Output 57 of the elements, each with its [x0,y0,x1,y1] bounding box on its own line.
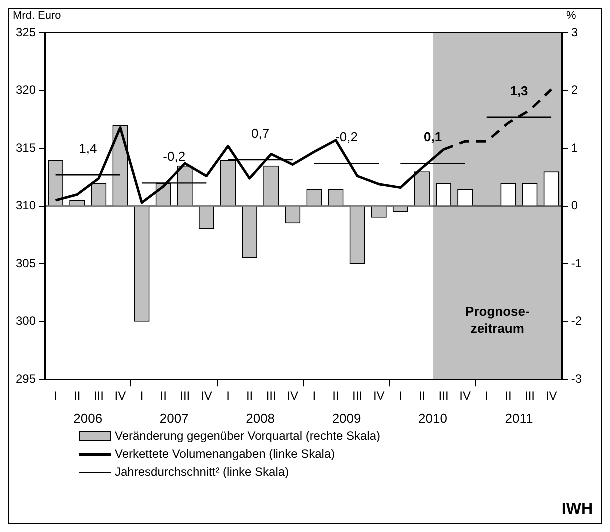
annotation: Prognose- zeitraum [466,304,530,336]
x-tick-label: III [352,389,363,404]
x-tick-label: IV [373,389,385,404]
x-tick-label: III [94,389,104,404]
text: 2006 [74,411,103,426]
text: 2010 [418,411,448,426]
x-tick-label: II [246,389,254,404]
x-tick-label: I [399,389,402,404]
x-tick-label: IV [287,389,299,404]
y2-tick-label: -2 [571,314,582,328]
y-tick-label: 305 [16,256,36,270]
x-tick-label: I [312,389,316,404]
y-tick-label: 300 [16,314,36,328]
y2-axis-title: % [566,10,577,22]
x-tick-label: II [160,389,167,404]
annotation: 1,4 [79,141,98,156]
x-tick-label: IV [114,389,126,404]
y-tick-label: 320 [16,83,36,98]
annotation: -0,2 [163,149,186,164]
y-tick-label: 315 [16,140,36,155]
legend-label: Veränderung gegenüber Vorquartal (rechte Skala) [115,428,381,445]
y2-tick-label: 0 [571,198,578,213]
x-tick-label: II [74,389,81,404]
x-tick-label: III [180,389,190,404]
text: 2009 [332,411,362,426]
y-axis-title: Mrd. Euro [13,10,62,22]
annotation: 0,7 [252,126,270,142]
y2-tick-label: -3 [571,372,582,386]
x-tick-label: IV [546,389,558,404]
y2-tick-label: 3 [571,25,578,40]
legend-label: Jahresdurchschnitt² (linke Skala) [115,464,290,481]
x-tick-label: I [54,389,58,404]
x-tick-label: II [418,389,426,404]
x-tick-label: III [524,389,536,404]
y2-tick-label: 1 [571,140,578,155]
x-tick-label: II [505,389,512,404]
text: IWH [562,501,593,519]
x-tick-label: I [140,389,144,404]
y2-tick-label: 2 [571,83,578,98]
x-tick-label: IV [201,389,212,404]
text: 2011 [505,411,534,426]
legend-label: Verkettete Volumenangaben (linke Skala) [115,446,336,463]
x-tick-label: I [226,389,230,404]
text: 2007 [160,411,189,426]
y-tick-label: 295 [16,372,36,386]
y-tick-label: 310 [16,198,36,213]
x-tick-label: IV [460,389,472,404]
text: 2008 [246,411,276,426]
x-tick-label: I [485,389,489,404]
x-tick-label: II [332,389,340,404]
x-tick-label: III [438,389,449,404]
annotation: -0,2 [336,130,358,145]
x-tick-label: III [266,389,276,404]
y-tick-label: 325 [16,25,36,40]
annotation: 1,3 [510,83,528,98]
annotation: 0,1 [424,130,442,145]
y2-tick-label: -1 [571,256,582,270]
